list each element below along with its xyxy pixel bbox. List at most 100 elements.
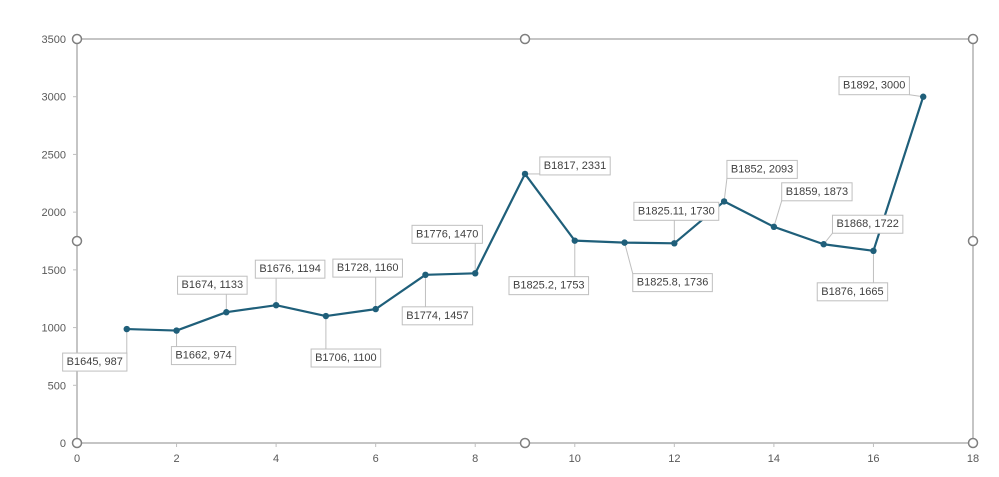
data-label-box [411, 224, 483, 244]
data-label-text: B1825.2, 1753 [513, 280, 585, 292]
data-label: B1852, 2093 [726, 159, 798, 179]
data-label-text: B1662, 974 [175, 350, 231, 362]
data-label-text: B1825.11, 1730 [638, 205, 715, 217]
data-label: B1825.11, 1730 [633, 201, 720, 221]
resize-handle[interactable] [967, 33, 979, 45]
data-point[interactable] [472, 270, 479, 277]
data-point[interactable] [322, 312, 330, 320]
x-tick-label: 4 [273, 453, 279, 465]
x-tick-label: 6 [373, 453, 379, 465]
y-tick-label: 500 [48, 380, 66, 392]
x-tick-label: 16 [867, 453, 879, 465]
data-label-box [831, 214, 904, 234]
data-point[interactable] [870, 247, 877, 255]
y-tick-label: 1000 [42, 323, 66, 335]
data-point[interactable] [173, 327, 180, 334]
data-label-text: B1706, 1100 [315, 352, 377, 364]
data-label-text: B1852, 2093 [731, 163, 793, 175]
data-label-text: B1876, 1665 [821, 286, 883, 298]
data-label: B1825.2, 1753 [508, 276, 590, 296]
data-label-box [401, 306, 474, 326]
data-point[interactable] [671, 240, 678, 247]
data-label: B1676, 1194 [254, 259, 326, 279]
data-point[interactable] [770, 223, 778, 231]
data-point[interactable] [272, 301, 280, 309]
data-label-text: B1674, 1133 [182, 279, 244, 291]
data-point[interactable] [621, 239, 628, 246]
data-label-box [254, 259, 326, 279]
leader-line [773, 200, 783, 227]
data-label-box [539, 156, 611, 176]
leader-line [624, 242, 634, 274]
resize-handle[interactable] [71, 235, 83, 247]
y-tick-label: 2500 [42, 149, 66, 161]
data-point[interactable] [422, 271, 429, 279]
data-label-box [816, 282, 889, 302]
data-label-box [332, 258, 403, 278]
x-tick-label: 0 [74, 453, 80, 465]
data-point[interactable] [521, 170, 529, 178]
data-label-box [633, 201, 720, 221]
resize-handle[interactable] [967, 437, 979, 449]
leader-line [723, 178, 728, 202]
y-tick-label: 3000 [42, 92, 66, 104]
data-label-text: B1825.8, 1736 [637, 277, 709, 289]
y-tick-label: 0 [60, 438, 66, 450]
data-label-box [177, 275, 248, 295]
data-label-text: B1676, 1194 [259, 263, 321, 275]
x-tick-label: 18 [967, 453, 979, 465]
data-label: B1825.8, 1736 [632, 273, 713, 293]
data-label: B1662, 974 [170, 346, 237, 366]
data-label-box [632, 273, 713, 293]
data-label-text: B1859, 1873 [786, 186, 848, 198]
data-point[interactable] [720, 198, 728, 205]
y-tick-label: 2000 [42, 207, 66, 219]
data-label-text: B1892, 3000 [843, 80, 905, 92]
data-point[interactable] [820, 241, 827, 248]
data-point[interactable] [223, 309, 230, 316]
x-tick-label: 12 [668, 453, 680, 465]
data-label-text: B1645, 987 [67, 356, 123, 368]
data-label-box [838, 76, 910, 96]
data-label-text: B1728, 1160 [337, 262, 399, 274]
data-labels: B1645, 987 B1662, 974 B1674, 1133 B1676, 11… [62, 76, 910, 372]
x-tick-label: 10 [569, 453, 581, 465]
series-line [126, 96, 925, 332]
series [123, 93, 927, 334]
resize-handle[interactable] [71, 437, 83, 449]
data-label: B1645, 987 [62, 352, 128, 372]
resize-handle[interactable] [71, 33, 83, 45]
x-tick-label: 14 [768, 453, 780, 465]
data-label-box [781, 182, 853, 202]
data-label-box [170, 346, 237, 366]
resize-handle[interactable] [519, 33, 531, 45]
data-label-box [62, 352, 128, 372]
data-label-text: B1774, 1457 [406, 310, 468, 322]
y-tick-label: 3500 [42, 34, 66, 46]
data-label: B1728, 1160 [332, 258, 403, 278]
data-label-box [508, 276, 590, 296]
data-label: B1674, 1133 [177, 275, 248, 295]
axes: 0 2 4 6 8 10 12 14 16 18 0 500 1000 1500 2000 2500 3000 3… [42, 34, 980, 465]
data-label-text: B1868, 1722 [836, 218, 898, 230]
data-label-text: B1776, 1470 [416, 228, 478, 240]
plot-area-frame[interactable] [76, 38, 974, 444]
data-point[interactable] [123, 325, 130, 333]
data-label: B1876, 1665 [816, 282, 889, 302]
data-point[interactable] [372, 305, 379, 313]
resize-handle[interactable] [519, 437, 531, 449]
y-tick-label: 1500 [42, 265, 66, 277]
data-label: B1859, 1873 [781, 182, 853, 202]
data-label: B1868, 1722 [831, 214, 904, 234]
data-label: B1892, 3000 [838, 76, 910, 96]
data-label-box [310, 348, 382, 368]
x-tick-label: 2 [173, 453, 179, 465]
selection-handles[interactable] [71, 33, 979, 449]
data-label: B1817, 2331 [539, 156, 611, 176]
x-tick-label: 8 [472, 453, 478, 465]
data-point[interactable] [571, 237, 578, 244]
resize-handle[interactable] [967, 235, 979, 247]
data-point[interactable] [920, 93, 927, 100]
data-label: B1774, 1457 [401, 306, 474, 326]
